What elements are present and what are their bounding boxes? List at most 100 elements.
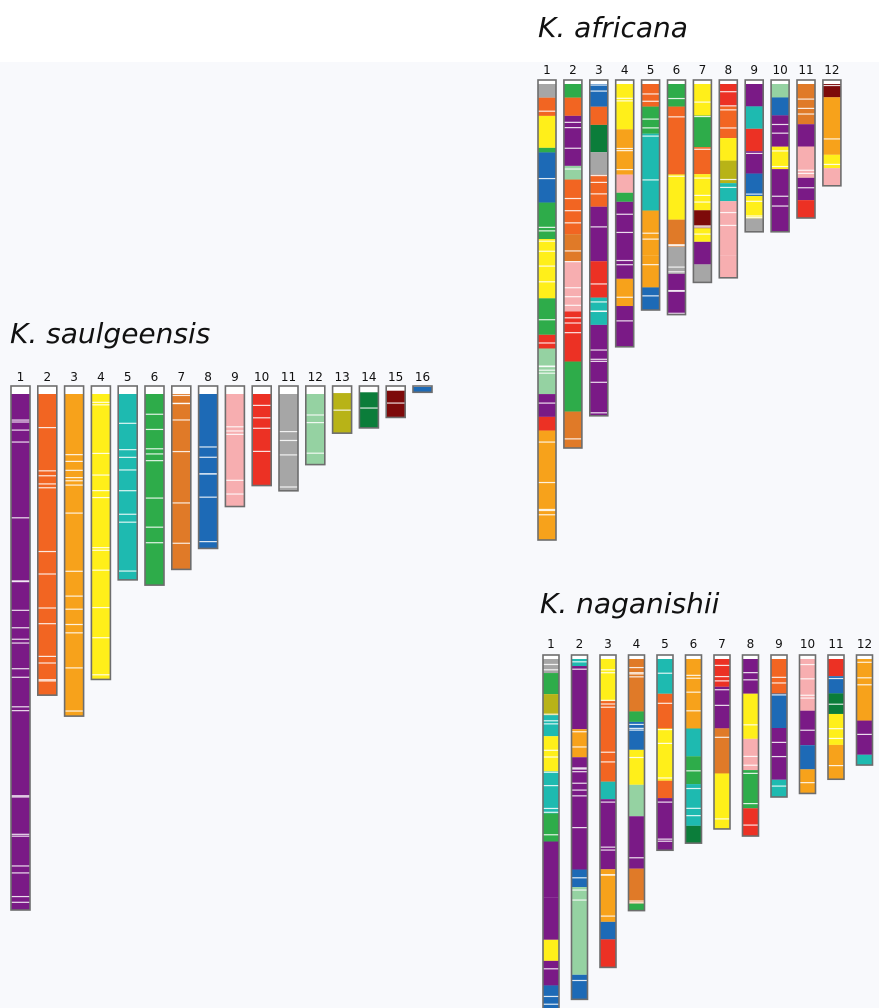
title-naganishii: K. naganishii <box>540 587 720 620</box>
band-naganishii-9-1 <box>771 693 787 728</box>
stripe-naganishii-2-6 <box>571 789 588 791</box>
stripe-saulgeensis-7-4 <box>171 394 191 397</box>
band-africana-8-2 <box>719 138 738 161</box>
chr-label-naganishii-9: 9 <box>775 637 783 651</box>
stripe-naganishii-2-5 <box>571 979 588 982</box>
stripe-saulgeensis-4-11 <box>91 549 111 551</box>
stripe-naganishii-1-3 <box>543 995 559 998</box>
stripe-naganishii-8-5 <box>742 824 759 826</box>
stripe-naganishii-6-2 <box>685 787 702 790</box>
stripe-africana-11-2 <box>797 172 815 175</box>
stripe-naganishii-5-7 <box>657 840 673 842</box>
stripe-saulgeensis-2-6 <box>37 487 57 489</box>
stripe-saulgeensis-1-11 <box>11 668 30 670</box>
stripe-naganishii-5-3 <box>657 742 673 744</box>
band-africana-1-1 <box>538 97 556 116</box>
stripe-naganishii-2-7 <box>571 746 588 748</box>
chr-outline-africana-9 <box>744 79 765 233</box>
chr-outline-africana-10 <box>770 79 790 233</box>
stripe-africana-3-1 <box>589 193 608 195</box>
stripe-saulgeensis-10-3 <box>252 417 272 419</box>
band-naganishii-6-0 <box>685 659 702 729</box>
stripe-naganishii-12-1 <box>856 684 873 686</box>
chr-label-saulgeensis-9: 9 <box>231 370 239 384</box>
stripe-naganishii-9-5 <box>771 741 787 743</box>
band-naganishii-1-0 <box>543 659 559 674</box>
stripe-saulgeensis-3-5 <box>64 454 84 456</box>
stripe-africana-8-5 <box>719 127 738 129</box>
stripe-saulgeensis-4-10 <box>91 490 111 492</box>
band-africana-2-2 <box>563 115 582 166</box>
stripe-saulgeensis-6-3 <box>145 542 164 544</box>
stripe-naganishii-1-5 <box>543 756 559 758</box>
band-africana-7-2 <box>693 147 712 175</box>
stripe-saulgeensis-2-12 <box>37 573 57 575</box>
stripe-naganishii-1-11 <box>543 713 559 715</box>
stripe-africana-8-3 <box>719 186 738 189</box>
stripe-africana-3-6 <box>589 181 608 184</box>
band-naganishii-1-7 <box>543 841 559 898</box>
chr-outline-naganishii-4 <box>627 654 646 912</box>
band-africana-7-3 <box>693 174 712 211</box>
stripe-africana-9-1 <box>745 152 764 155</box>
stripe-africana-7-6 <box>693 101 712 103</box>
band-africana-3-6 <box>589 261 608 298</box>
band-naganishii-7-0 <box>714 659 730 687</box>
stripe-naganishii-10-3 <box>799 697 816 699</box>
band-africana-1-2 <box>538 115 556 148</box>
band-africana-3-0 <box>589 84 608 107</box>
stripe-naganishii-5-6 <box>657 702 673 704</box>
chr-outline-saulgeensis-8 <box>197 385 219 550</box>
chr-label-saulgeensis-4: 4 <box>97 370 105 384</box>
chr-outline-saulgeensis-5 <box>117 385 138 581</box>
chr-outline-naganishii-1 <box>542 654 560 1008</box>
chr-label-naganishii-11: 11 <box>828 637 843 651</box>
chr-outline-naganishii-12 <box>855 654 874 766</box>
band-naganishii-4-6 <box>628 868 645 904</box>
band-africana-9-2 <box>745 128 764 152</box>
stripe-saulgeensis-1-14 <box>11 706 30 708</box>
stripe-africana-12-1 <box>822 138 841 140</box>
stripe-africana-1-8 <box>538 441 556 443</box>
stripe-saulgeensis-2-2 <box>37 679 57 681</box>
stripe-saulgeensis-6-2 <box>145 448 164 450</box>
chr-label-africana-1: 1 <box>543 63 551 77</box>
stripe-saulgeensis-4-5 <box>91 637 111 639</box>
chr-outline-saulgeensis-16 <box>412 385 433 394</box>
stripe-africana-3-10 <box>589 174 608 177</box>
chr-outline-naganishii-5 <box>656 654 674 852</box>
band-naganishii-1-3 <box>543 715 559 737</box>
stripe-naganishii-8-7 <box>742 772 759 774</box>
stripe-saulgeensis-2-3 <box>37 483 57 485</box>
stripe-saulgeensis-9-0 <box>225 433 245 435</box>
band-africana-6-0 <box>667 84 686 107</box>
stripe-africana-5-6 <box>641 127 660 129</box>
stripe-naganishii-2-4 <box>571 877 588 879</box>
stripe-naganishii-9-1 <box>771 682 787 684</box>
stripe-africana-4-4 <box>615 213 634 215</box>
stripe-naganishii-3-3 <box>600 874 616 876</box>
band-africana-2-0 <box>563 84 582 98</box>
band-africana-11-3 <box>797 177 815 201</box>
stripe-saulgeensis-13-0 <box>332 409 352 411</box>
band-africana-1-7 <box>538 298 556 335</box>
stripe-africana-7-2 <box>693 148 712 150</box>
band-naganishii-6-3 <box>685 784 702 826</box>
stripe-naganishii-2-2 <box>571 782 588 784</box>
stripe-naganishii-4-4 <box>628 900 645 902</box>
stripe-naganishii-10-2 <box>799 663 816 666</box>
stripe-naganishii-3-11 <box>600 915 616 917</box>
stripe-naganishii-11-4 <box>828 728 844 730</box>
stripe-saulgeensis-7-0 <box>171 450 191 453</box>
band-naganishii-3-1 <box>600 701 616 782</box>
band-africana-8-4 <box>719 183 738 202</box>
stripe-naganishii-3-0 <box>600 672 616 674</box>
stripe-africana-3-8 <box>589 226 608 228</box>
stripe-saulgeensis-4-1 <box>91 674 111 676</box>
band-naganishii-9-0 <box>771 659 787 694</box>
stripe-saulgeensis-3-4 <box>64 512 84 514</box>
band-naganishii-4-1 <box>628 711 645 722</box>
band-africana-8-1 <box>719 106 738 139</box>
stripe-africana-2-6 <box>563 210 582 212</box>
band-africana-8-3 <box>719 160 738 184</box>
